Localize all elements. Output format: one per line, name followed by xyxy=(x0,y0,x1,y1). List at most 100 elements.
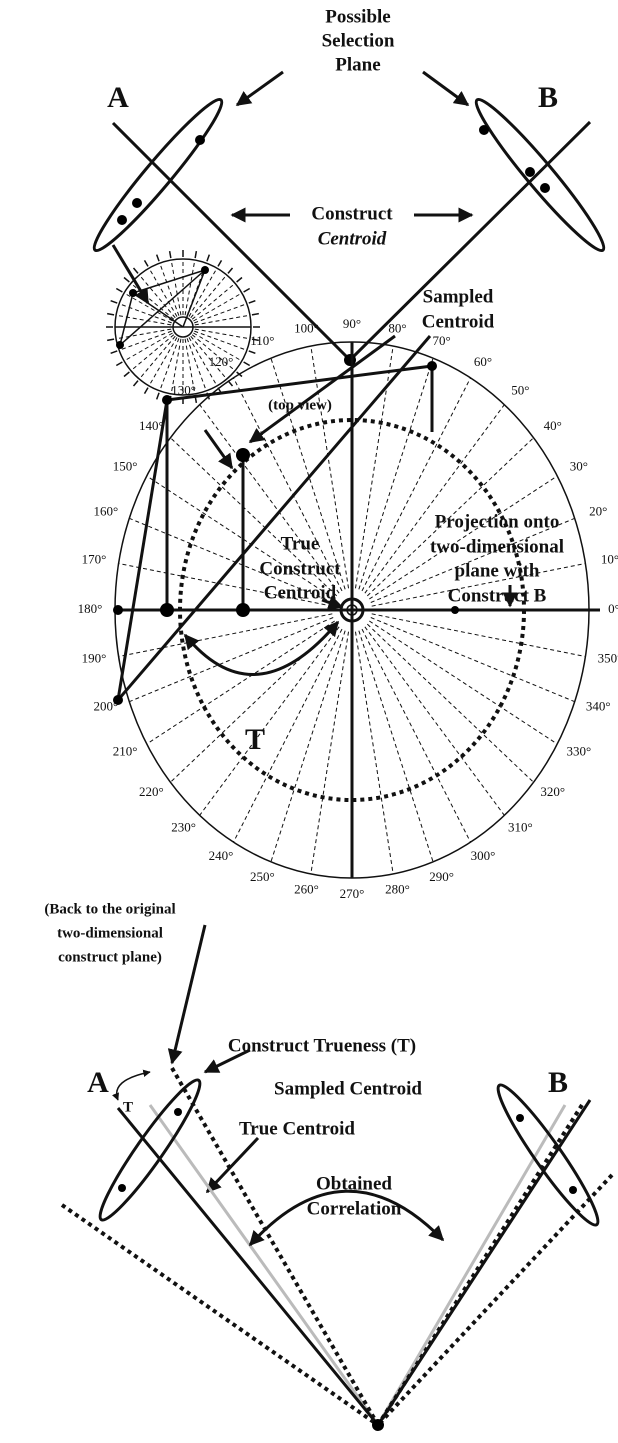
tick xyxy=(132,380,139,387)
tick xyxy=(123,276,130,283)
label: B xyxy=(538,81,558,114)
point xyxy=(174,1108,182,1116)
radial-line xyxy=(193,332,243,362)
radial-line xyxy=(130,282,175,320)
line xyxy=(166,364,433,402)
center xyxy=(339,597,365,623)
degree-label: 100° xyxy=(294,320,319,335)
label: Possible xyxy=(325,6,390,27)
tick xyxy=(110,299,118,304)
radial-line xyxy=(361,377,471,592)
tick xyxy=(236,276,243,283)
degree-label: 200° xyxy=(93,698,118,713)
tick xyxy=(115,361,123,367)
degree-label: 300° xyxy=(471,848,496,863)
arc-arrow xyxy=(183,620,340,676)
radial-line xyxy=(369,475,558,600)
point xyxy=(162,395,172,405)
tick xyxy=(123,371,130,378)
radial-line xyxy=(138,335,176,380)
point xyxy=(195,135,205,145)
degree-label: 310° xyxy=(508,819,533,834)
degree-label: 340° xyxy=(586,698,611,713)
line xyxy=(376,1104,567,1426)
tick xyxy=(243,361,251,367)
line xyxy=(116,335,432,701)
tick xyxy=(194,251,198,259)
radial-line xyxy=(129,517,334,603)
radial-line xyxy=(193,292,243,322)
arrow xyxy=(422,70,470,107)
degree-label: 230° xyxy=(171,819,196,834)
arrow xyxy=(203,1048,251,1074)
radial-line xyxy=(310,631,350,875)
radial-line xyxy=(159,262,180,316)
degree-label: 160° xyxy=(93,504,118,519)
arc-arrow xyxy=(248,1189,445,1247)
degree-label: 350° xyxy=(598,650,618,665)
radial-line xyxy=(184,338,196,395)
dotted-line xyxy=(60,1203,380,1427)
radial-line xyxy=(354,631,394,875)
degree-label: 290° xyxy=(429,869,454,884)
radial-line xyxy=(370,517,575,603)
dotted-line xyxy=(376,1173,614,1427)
label: Construct Trueness (T) xyxy=(228,1035,416,1056)
point xyxy=(516,1114,524,1122)
label: B xyxy=(548,1066,568,1099)
degree-label: 60° xyxy=(474,354,492,369)
construct-lines xyxy=(116,1099,592,1428)
degree-label: 110° xyxy=(250,333,274,348)
radial-line xyxy=(130,334,175,372)
tick xyxy=(143,387,149,395)
tick xyxy=(168,251,172,259)
degree-label: 90° xyxy=(343,316,361,331)
radial-line xyxy=(170,338,182,395)
point xyxy=(116,341,124,349)
radial-line xyxy=(188,337,218,387)
degree-label: 210° xyxy=(113,743,138,758)
tick xyxy=(143,259,149,267)
bottom-section: (Back to the original two-dimensional co… xyxy=(44,901,614,1431)
triangle xyxy=(118,269,206,348)
top-section: Possible Selection Plane A B Construct C… xyxy=(92,6,606,366)
degree-label: 180° xyxy=(78,601,103,616)
tick xyxy=(248,350,256,355)
radial-line xyxy=(123,292,173,322)
tick xyxy=(251,312,259,316)
radial-line xyxy=(186,338,207,392)
tick xyxy=(248,299,256,304)
radial-line xyxy=(146,475,335,600)
point xyxy=(160,603,174,617)
radial-line xyxy=(148,267,178,317)
degree-label: 80° xyxy=(388,320,406,335)
radial-line xyxy=(148,337,178,387)
radial-line xyxy=(123,332,173,362)
label: Construct B xyxy=(448,585,547,606)
point xyxy=(113,695,123,705)
point xyxy=(569,1186,577,1194)
point xyxy=(540,183,550,193)
arrow xyxy=(321,595,344,610)
degree-label: 240° xyxy=(209,848,234,863)
radial-line xyxy=(366,623,534,783)
radial-line xyxy=(369,620,558,745)
label: Construct xyxy=(311,203,393,224)
label: Obtained xyxy=(316,1173,392,1194)
radial-line xyxy=(371,562,586,607)
radial-line xyxy=(310,345,350,589)
label: Sampled Centroid xyxy=(274,1078,422,1099)
tick xyxy=(115,287,123,293)
label: two-dimensional xyxy=(57,925,163,941)
radial-line xyxy=(115,314,172,326)
label: plane with xyxy=(455,560,540,581)
tick xyxy=(107,338,115,342)
degree-label: 330° xyxy=(567,743,592,758)
radial-line xyxy=(370,617,575,703)
radial-line xyxy=(366,437,534,597)
ellipse xyxy=(474,97,606,253)
radial-line xyxy=(115,328,172,340)
tick xyxy=(243,287,251,293)
arrow xyxy=(205,1136,260,1194)
